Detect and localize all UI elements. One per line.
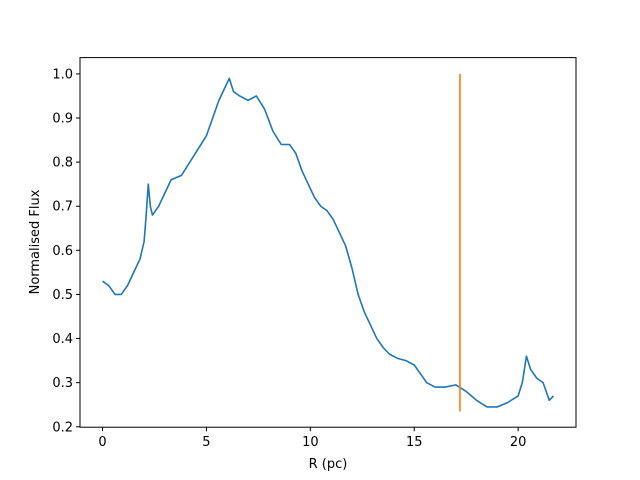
y-tick-label: 1.0 bbox=[52, 67, 73, 82]
x-tick-label: 10 bbox=[302, 435, 319, 450]
plot-frame bbox=[79, 57, 577, 428]
y-tick-label: 0.5 bbox=[52, 288, 73, 303]
y-tick-label: 0.8 bbox=[52, 156, 73, 171]
y-axis-label: Normalised Flux bbox=[28, 189, 43, 294]
y-tick-label: 0.6 bbox=[52, 244, 73, 259]
x-tick-label: 5 bbox=[202, 435, 210, 450]
y-tick-label: 0.2 bbox=[52, 420, 73, 435]
x-axis-label: R (pc) bbox=[309, 457, 348, 472]
x-tick-label: 0 bbox=[98, 435, 106, 450]
y-tick-label: 0.9 bbox=[52, 112, 73, 127]
y-tick-label: 0.4 bbox=[52, 332, 73, 347]
x-tick-label: 15 bbox=[406, 435, 423, 450]
line-series bbox=[102, 77, 555, 408]
y-tick-label: 0.7 bbox=[52, 200, 73, 215]
x-tick-label: 20 bbox=[510, 435, 527, 450]
y-tick-label: 0.3 bbox=[52, 376, 73, 391]
